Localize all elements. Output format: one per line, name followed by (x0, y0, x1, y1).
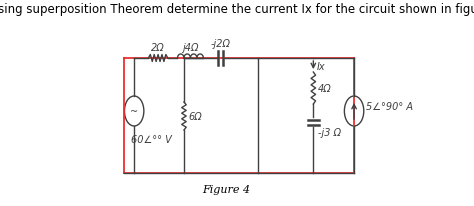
Text: 6Ω: 6Ω (189, 111, 202, 121)
Text: ~: ~ (130, 107, 138, 116)
Text: 4)  Using superposition Theorem determine the current Ix for the circuit shown i: 4) Using superposition Theorem determine… (0, 3, 474, 16)
Text: -j3 Ω: -j3 Ω (318, 127, 341, 137)
Text: j4Ω: j4Ω (182, 43, 199, 53)
Text: 4Ω: 4Ω (318, 84, 332, 94)
Text: -j2Ω: -j2Ω (211, 39, 231, 49)
Text: 60∠°° V: 60∠°° V (131, 134, 172, 144)
Text: Figure 4: Figure 4 (202, 184, 250, 194)
Text: Ix: Ix (317, 62, 325, 72)
Text: 2Ω: 2Ω (151, 43, 165, 53)
Text: 5∠°90° A: 5∠°90° A (366, 102, 413, 111)
